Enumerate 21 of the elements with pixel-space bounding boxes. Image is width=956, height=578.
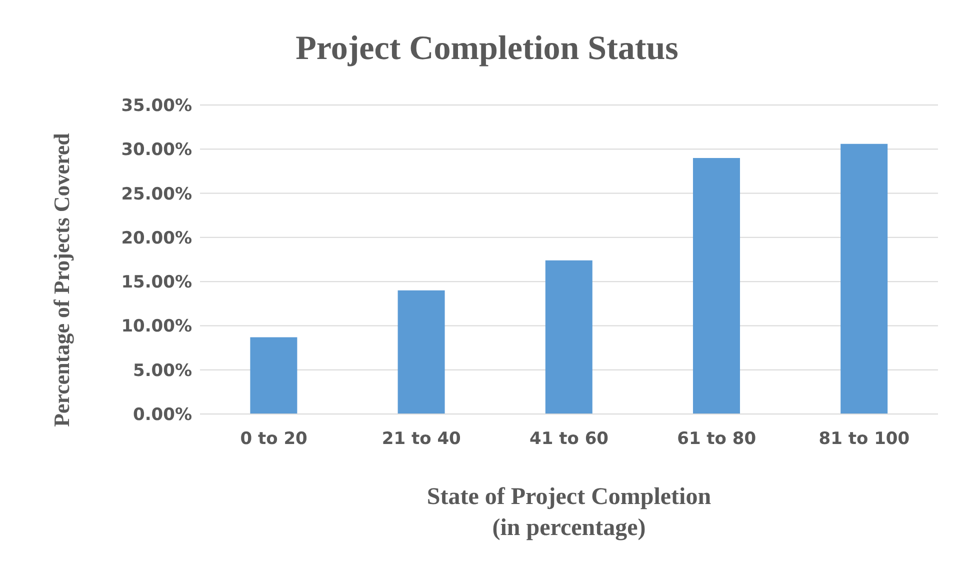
bar: [840, 144, 888, 414]
x-tick-label: 81 to 100: [818, 429, 910, 450]
y-tick-label: 25.00%: [121, 184, 192, 204]
y-tick-label: 0.00%: [133, 405, 192, 426]
x-tick-label: 0 to 20: [240, 429, 308, 450]
bar: [398, 290, 445, 414]
y-tick-label: 5.00%: [133, 360, 192, 381]
x-tick-label: 41 to 60: [530, 429, 609, 450]
bar: [250, 337, 298, 414]
bar: [692, 158, 740, 414]
y-tick-label: 10.00%: [121, 316, 192, 337]
chart-title: Project Completion Status: [294, 30, 680, 68]
y-tick-label: 20.00%: [121, 228, 192, 248]
y-axis-title: Percentage of Projects Covered: [49, 133, 75, 427]
bar: [545, 260, 592, 414]
x-axis-title: State of Project Completion (in percentage): [426, 483, 712, 543]
x-tick-label: 61 to 80: [677, 429, 756, 450]
y-tick-label: 30.00%: [121, 140, 192, 160]
y-tick-label: 35.00%: [121, 96, 192, 116]
x-tick-label: 21 to 40: [382, 429, 462, 450]
y-tick-label: 15.00%: [121, 272, 192, 293]
